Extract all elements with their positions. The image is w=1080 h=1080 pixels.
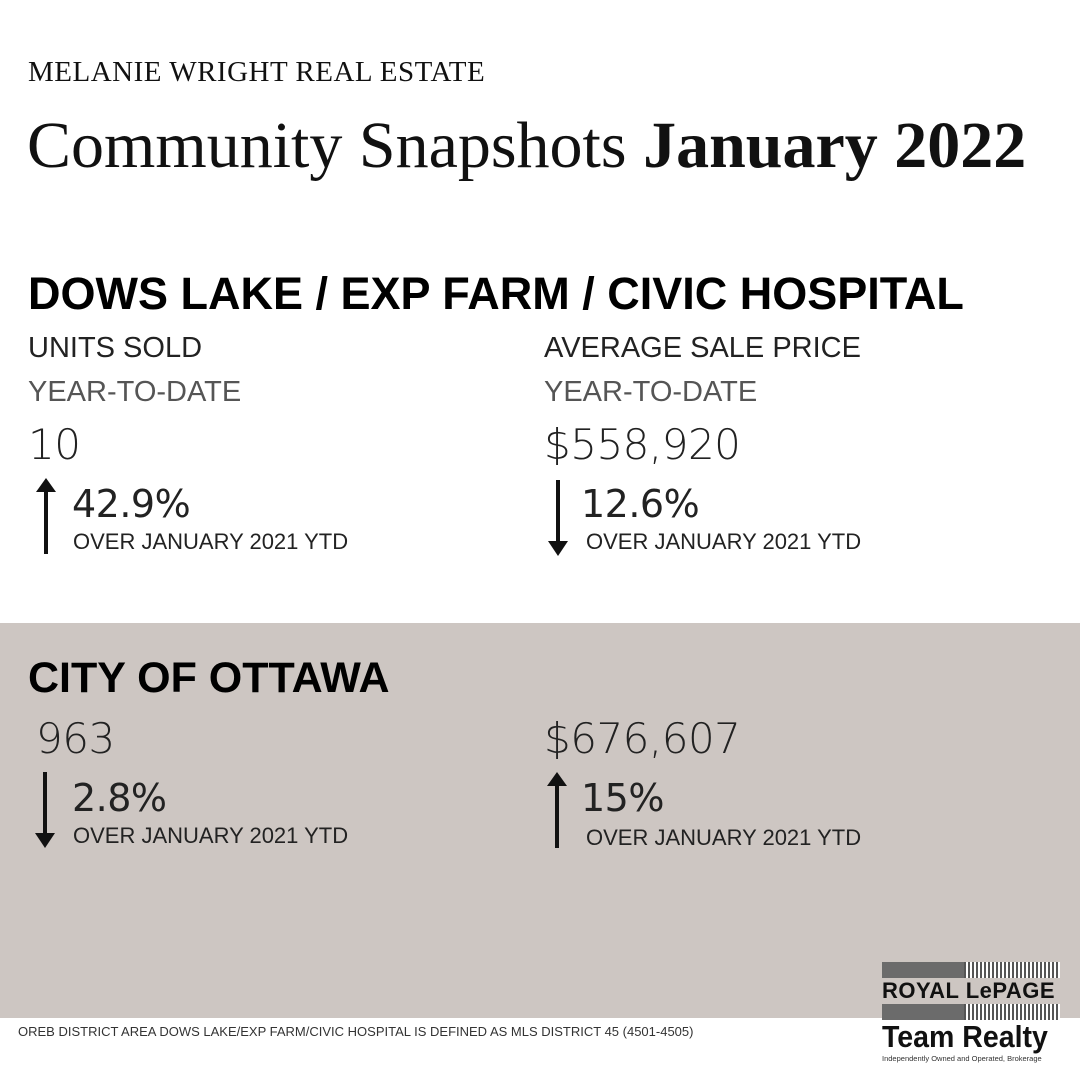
logo-top-bars [882, 962, 1060, 978]
city-units-change-percent: 2.8% [72, 776, 167, 820]
brand-name: MELANIE WRIGHT REAL ESTATE [28, 56, 486, 88]
city-units-value: 963 [36, 714, 115, 763]
page-title: Community Snapshots January 2022 [27, 108, 1026, 184]
logo-team-line: Team Realty [882, 1019, 1048, 1054]
average-price-label: AVERAGE SALE PRICE [544, 332, 861, 364]
city-heading: CITY OF OTTAWA [28, 654, 390, 702]
logo-brand-line: ROYAL LePAGE [882, 978, 1056, 1003]
title-date: January 2022 [643, 109, 1027, 182]
units-period-label: YEAR-TO-DATE [28, 376, 242, 408]
city-price-change-comparison: OVER JANUARY 2021 YTD [586, 825, 862, 850]
city-units-change-comparison: OVER JANUARY 2021 YTD [73, 823, 349, 848]
royal-lepage-logo: ROYAL LePAGE Team Realty Independently O… [882, 962, 1060, 1072]
arrow-up-icon [545, 772, 569, 850]
units-change-percent: 42.9% [72, 482, 191, 526]
logo-tagline: Independently Owned and Operated, Broker… [882, 1054, 1042, 1063]
logo-bottom-bars [882, 1004, 1060, 1020]
city-price-value: $676,607 [544, 714, 741, 763]
average-price-value: $558,920 [544, 420, 741, 469]
title-prefix: Community Snapshots [27, 109, 627, 182]
district-footnote: OREB DISTRICT AREA DOWS LAKE/EXP FARM/CI… [18, 1024, 694, 1039]
city-section-band [0, 623, 1080, 1018]
city-price-change-percent: 15% [581, 776, 664, 820]
units-sold-label: UNITS SOLD [28, 332, 203, 364]
price-period-label: YEAR-TO-DATE [544, 376, 758, 408]
price-change-comparison: OVER JANUARY 2021 YTD [586, 529, 862, 554]
neighbourhood-heading: DOWS LAKE / EXP FARM / CIVIC HOSPITAL [28, 268, 964, 319]
arrow-down-icon [546, 480, 570, 556]
arrow-down-icon [33, 772, 57, 848]
price-change-percent: 12.6% [581, 482, 700, 526]
units-sold-value: 10 [28, 420, 81, 469]
units-change-comparison: OVER JANUARY 2021 YTD [73, 529, 349, 554]
arrow-up-icon [34, 478, 58, 556]
